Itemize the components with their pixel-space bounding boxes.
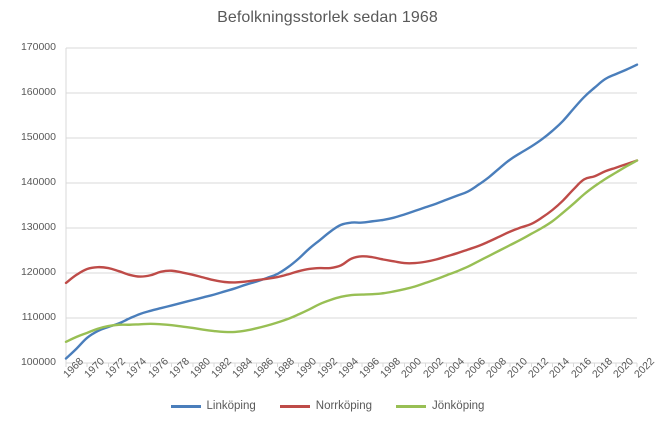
legend-item-norrköping[interactable]: Norrköping [279,400,373,412]
y-axis-tick-label: 140000 [20,176,56,188]
legend-item-linköping[interactable]: Linköping [170,400,256,412]
line-swatch-icon [279,404,310,408]
series-line-linköping [64,63,639,360]
y-axis-tick-label: 170000 [20,41,56,53]
y-axis-tick-label: 110000 [21,311,56,323]
y-axis-tick-label: 150000 [20,131,56,143]
series-lines-group [64,63,639,360]
axis-lines-group [65,48,638,367]
y-axis-tick-label: 100000 [20,356,56,368]
y-axis-tick-label: 160000 [20,86,56,98]
chart-legend: Linköping Norrköping Jönköping [0,400,655,412]
y-axis-tick-label: 120000 [20,266,56,278]
line-swatch-icon [170,404,201,408]
series-line-jönköping [64,159,639,344]
chart-title: Befolkningsstorlek sedan 1968 [217,9,438,26]
gridlines-group [66,47,637,364]
line-swatch-icon [396,404,427,408]
legend-item-label: Jönköping [432,400,485,412]
legend-item-label: Norrköping [315,400,373,412]
legend-item-label: Linköping [206,400,256,412]
y-axis-tick-label: 130000 [20,221,56,233]
legend-item-jönköping[interactable]: Jönköping [396,400,484,412]
series-line-norrköping [64,159,639,285]
